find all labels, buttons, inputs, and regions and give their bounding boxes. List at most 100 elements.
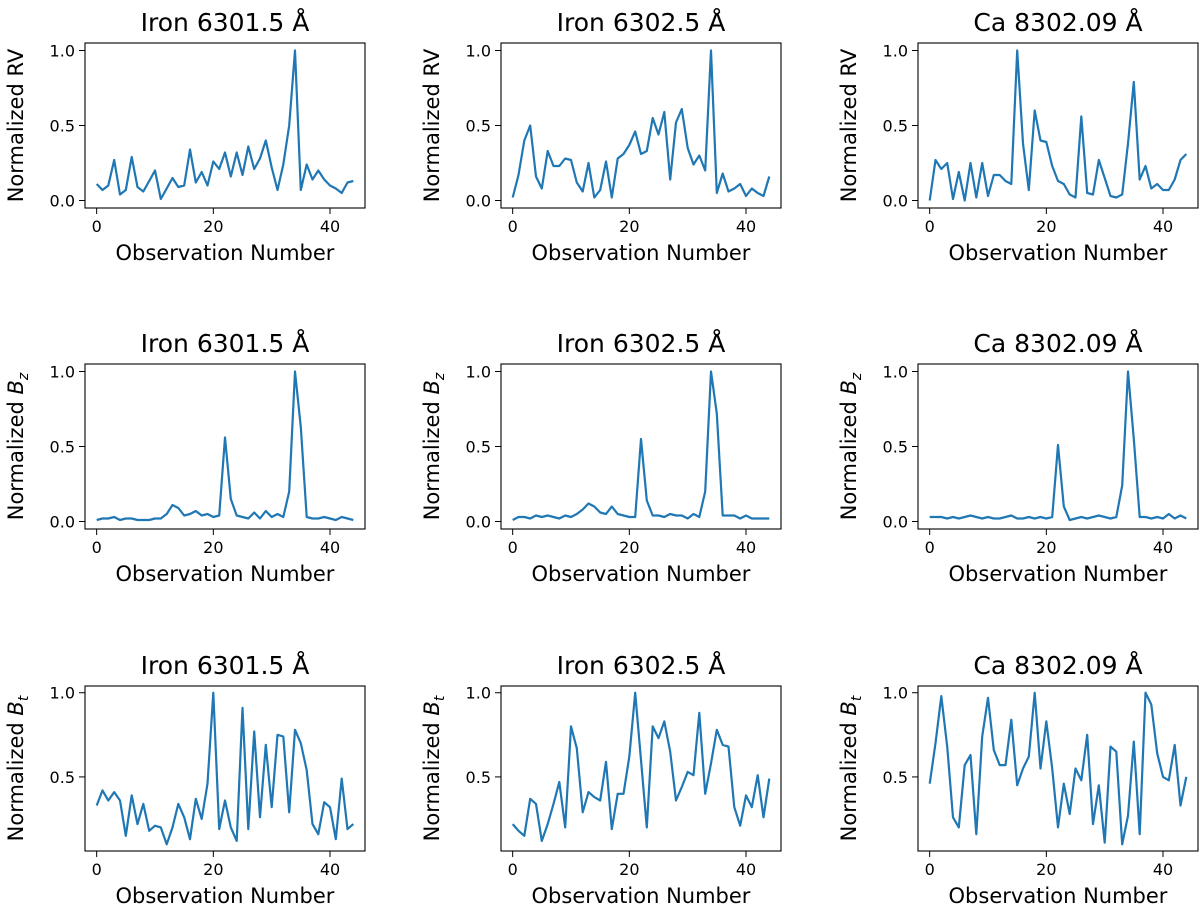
subplot-2-3: Ca 8302.09 Å 0 20 40 0.0 0.5 1.0 Observation Nu… bbox=[837, 329, 1199, 586]
y-axis-label: Normalized Bt bbox=[4, 695, 32, 841]
y-axis-label-prefix: Normalized bbox=[420, 395, 444, 521]
x-axis-label: Observation Number bbox=[116, 241, 335, 265]
y-axis-label-prefix: Normalized bbox=[4, 395, 28, 521]
x-axis-label: Observation Number bbox=[532, 884, 751, 908]
x-tick-label: 0 bbox=[925, 860, 935, 879]
y-axis-label: Normalized RV bbox=[837, 48, 861, 202]
y-tick-label: 1.0 bbox=[883, 684, 908, 703]
y-tick-label: 1.0 bbox=[466, 42, 491, 61]
y-axis-label: Normalized Bt bbox=[837, 695, 865, 841]
y-tick-label: 0.5 bbox=[883, 117, 908, 136]
subplot-title: Ca 8302.09 Å bbox=[973, 329, 1142, 358]
y-tick-label: 1.0 bbox=[883, 42, 908, 61]
x-tick-label: 0 bbox=[925, 538, 935, 557]
y-axis-label-subscript: t bbox=[432, 695, 448, 701]
x-tick-label: 20 bbox=[203, 538, 223, 557]
y-tick-label: 0.0 bbox=[883, 192, 908, 211]
x-tick-label: 20 bbox=[619, 860, 639, 879]
data-series-line bbox=[928, 691, 1188, 846]
y-tick-label: 0.5 bbox=[50, 438, 75, 457]
y-axis-label-symbol: B bbox=[420, 380, 444, 394]
subplot-title: Ca 8302.09 Å bbox=[973, 8, 1142, 37]
y-axis-label: Normalized Bt bbox=[420, 695, 448, 841]
data-series-line bbox=[511, 691, 771, 843]
y-axis-label-symbol: B bbox=[4, 701, 28, 715]
x-tick-label: 40 bbox=[736, 217, 756, 236]
x-axis-label: Observation Number bbox=[116, 884, 335, 908]
subplot-title: Iron 6301.5 Å bbox=[141, 8, 310, 37]
y-tick-label: 1.0 bbox=[466, 684, 491, 703]
x-tick-label: 40 bbox=[1153, 538, 1173, 557]
x-axis-label: Observation Number bbox=[949, 241, 1168, 265]
y-tick-label: 1.0 bbox=[50, 684, 75, 703]
subplot-title: Iron 6302.5 Å bbox=[557, 8, 726, 37]
y-tick-label: 0.0 bbox=[883, 513, 908, 532]
x-tick-label: 0 bbox=[92, 538, 102, 557]
subplot-title: Iron 6302.5 Å bbox=[557, 329, 726, 358]
x-tick-label: 40 bbox=[320, 538, 340, 557]
x-axis-label: Observation Number bbox=[116, 562, 335, 586]
data-series-line bbox=[95, 691, 355, 846]
data-series-line bbox=[511, 49, 771, 199]
y-axis-label-prefix: Normalized bbox=[4, 716, 28, 842]
axes-frame bbox=[917, 42, 1199, 209]
y-axis-label-quantity: RV bbox=[837, 48, 861, 76]
x-tick-label: 0 bbox=[925, 217, 935, 236]
y-axis-label-subscript: t bbox=[849, 695, 865, 701]
data-series-line bbox=[512, 370, 770, 521]
x-tick-label: 20 bbox=[619, 217, 639, 236]
y-axis-label: Normalized RV bbox=[420, 48, 444, 202]
y-axis-label-prefix: Normalized bbox=[420, 77, 444, 203]
axes-frame bbox=[84, 685, 366, 852]
subplot-3-2: Iron 6302.5 Å 0 20 40 0.5 1.0 Observation Numb… bbox=[420, 651, 782, 908]
y-tick-label: 0.5 bbox=[466, 768, 491, 787]
y-axis-label-subscript: z bbox=[849, 372, 865, 381]
x-tick-label: 0 bbox=[508, 217, 518, 236]
y-tick-label: 1.0 bbox=[466, 363, 491, 382]
axes-frame bbox=[500, 685, 782, 852]
y-tick-label: 0.5 bbox=[883, 768, 908, 787]
x-tick-label: 20 bbox=[203, 860, 223, 879]
x-tick-label: 20 bbox=[619, 538, 639, 557]
x-axis-label: Observation Number bbox=[532, 562, 751, 586]
subplot-3-3: Ca 8302.09 Å 0 20 40 0.5 1.0 Observation Numbe… bbox=[837, 651, 1199, 908]
y-axis-label-prefix: Normalized bbox=[837, 716, 861, 842]
subplot-3-1: Iron 6301.5 Å 0 20 40 0.5 1.0 Observation Numb… bbox=[4, 651, 366, 908]
y-axis-label-symbol: B bbox=[837, 701, 861, 715]
x-tick-label: 40 bbox=[736, 860, 756, 879]
y-tick-label: 0.5 bbox=[883, 438, 908, 457]
y-axis-label: Normalized Bz bbox=[4, 372, 32, 520]
y-axis-label-quantity: RV bbox=[420, 48, 444, 76]
y-tick-label: 1.0 bbox=[883, 363, 908, 382]
subplot-title: Iron 6301.5 Å bbox=[141, 329, 310, 358]
y-tick-label: 0.0 bbox=[50, 513, 75, 532]
subplot-title: Ca 8302.09 Å bbox=[973, 651, 1142, 680]
y-axis-label-prefix: Normalized bbox=[837, 77, 861, 203]
subplot-1-3: Ca 8302.09 Å 0 20 40 0.0 0.5 1.0 Observation Nu… bbox=[837, 8, 1199, 265]
axes-frame bbox=[917, 685, 1199, 852]
x-axis-label: Observation Number bbox=[949, 562, 1168, 586]
y-axis-label-symbol: B bbox=[4, 380, 28, 394]
data-series-line bbox=[928, 49, 1188, 202]
subplot-title: Iron 6301.5 Å bbox=[141, 651, 310, 680]
y-axis-label-subscript: t bbox=[16, 695, 32, 701]
x-tick-label: 40 bbox=[1153, 860, 1173, 879]
x-tick-label: 20 bbox=[1036, 217, 1056, 236]
y-tick-label: 0.0 bbox=[466, 192, 491, 211]
y-axis-label-prefix: Normalized bbox=[4, 77, 28, 203]
x-axis-label: Observation Number bbox=[532, 241, 751, 265]
y-axis-label-prefix: Normalized bbox=[837, 395, 861, 521]
subplot-1-1: Iron 6301.5 Å 0 20 40 0.0 0.5 1.0 Observation N… bbox=[4, 8, 366, 265]
subplot-1-2: Iron 6302.5 Å 0 20 40 0.0 0.5 1.0 Observation N… bbox=[420, 8, 782, 265]
y-tick-label: 1.0 bbox=[50, 42, 75, 61]
x-tick-label: 20 bbox=[1036, 538, 1056, 557]
y-axis-label-prefix: Normalized bbox=[420, 716, 444, 842]
y-axis-label-subscript: z bbox=[432, 372, 448, 381]
x-tick-label: 40 bbox=[736, 538, 756, 557]
data-series-line bbox=[96, 370, 354, 522]
x-tick-label: 0 bbox=[508, 538, 518, 557]
y-tick-label: 0.5 bbox=[50, 117, 75, 136]
x-tick-label: 40 bbox=[1153, 217, 1173, 236]
y-tick-label: 0.5 bbox=[466, 117, 491, 136]
